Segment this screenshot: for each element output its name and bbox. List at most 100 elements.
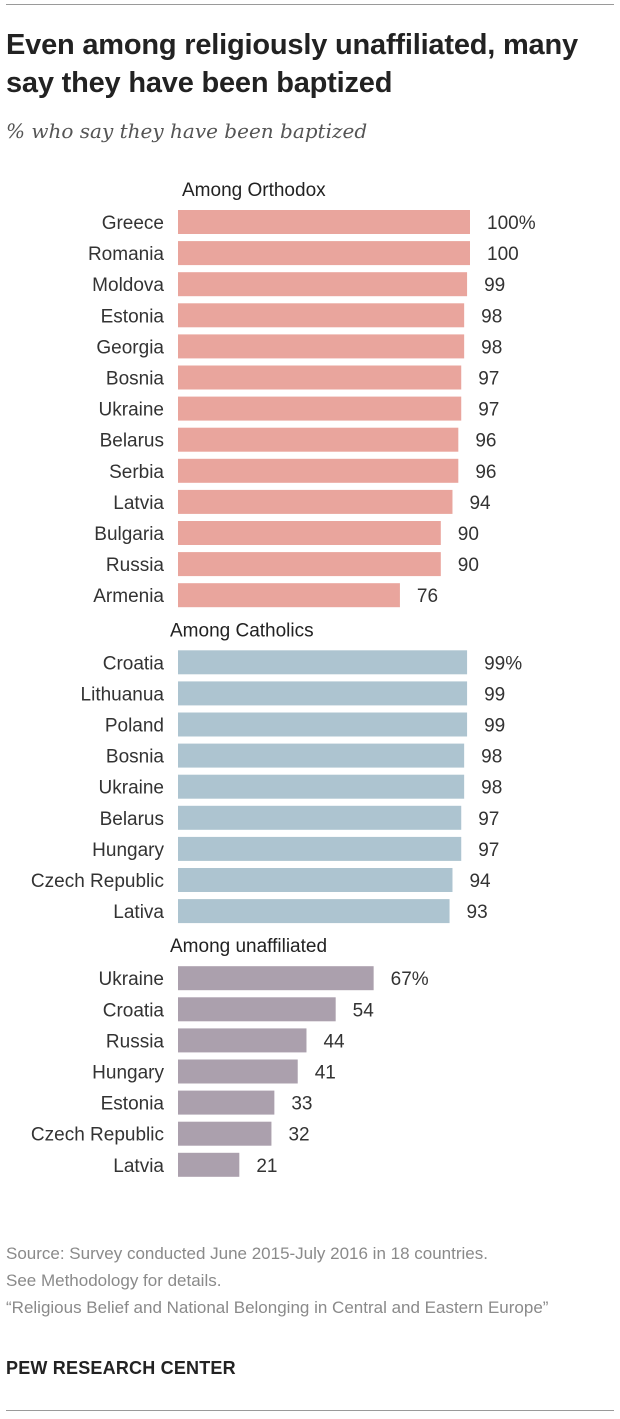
category-label: Czech Republic: [31, 1125, 164, 1146]
value-label: 94: [469, 871, 491, 892]
bar: [178, 805, 462, 830]
value-label: 32: [288, 1125, 309, 1146]
category-label: Estonia: [101, 1094, 165, 1115]
category-label: Moldova: [92, 275, 164, 296]
category-label: Estonia: [101, 306, 165, 327]
category-label: Czech Republic: [31, 871, 164, 892]
bar: [178, 966, 374, 991]
category-label: Latvia: [113, 493, 164, 514]
category-label: Ukraine: [99, 778, 164, 799]
group-title: Among unaffiliated: [170, 936, 327, 957]
value-label: 97: [478, 400, 499, 421]
value-label: 97: [478, 369, 499, 390]
group-title: Among Catholics: [170, 620, 314, 641]
bar: [178, 396, 462, 421]
bar: [178, 774, 465, 799]
category-label: Georgia: [96, 337, 164, 358]
value-label: 44: [323, 1031, 345, 1052]
bar: [178, 272, 468, 297]
value-label: 21: [256, 1156, 277, 1177]
source-note: Source: Survey conducted June 2015-July …: [6, 1244, 488, 1263]
value-label: 41: [315, 1063, 336, 1084]
category-label: Ukraine: [99, 400, 164, 421]
bar: [178, 303, 465, 328]
chart-title: Even among religiously unaffiliated, man…: [6, 29, 578, 99]
category-label: Greece: [102, 213, 164, 234]
category-label: Armenia: [93, 586, 164, 607]
bar: [178, 743, 465, 768]
value-label: 54: [353, 1000, 375, 1021]
value-label: 99%: [484, 653, 522, 674]
category-label: Bosnia: [106, 747, 165, 768]
value-label: 33: [291, 1094, 312, 1115]
bar: [178, 712, 468, 737]
category-label: Bulgaria: [94, 524, 164, 545]
category-label: Hungary: [92, 1063, 164, 1084]
value-label: 90: [458, 524, 479, 545]
value-label: 76: [417, 586, 438, 607]
bar-chart: Among Orthodox Greece 100% Romania 100 Moldov…: [31, 180, 536, 1177]
value-label: 67%: [391, 969, 429, 990]
bar: [178, 1152, 240, 1177]
report-title: “Religious Belief and National Belonging…: [6, 1298, 549, 1317]
category-label: Serbia: [109, 462, 164, 483]
group-title: Among Orthodox: [182, 180, 326, 201]
category-label: Russia: [106, 1031, 165, 1052]
category-label: Belarus: [100, 431, 164, 452]
category-label: Latvia: [113, 1156, 164, 1177]
footer: Source: Survey conducted June 2015-July …: [6, 1240, 606, 1321]
bar: [178, 650, 468, 675]
bar: [178, 1090, 275, 1115]
brand-logo-text: PEW RESEARCH CENTER: [6, 1358, 236, 1378]
category-label: Bosnia: [106, 369, 165, 390]
bar: [178, 458, 459, 483]
value-label: 99: [484, 684, 505, 705]
bar: [178, 899, 450, 924]
bar: [178, 836, 462, 861]
value-label: 96: [475, 462, 496, 483]
value-label: 98: [481, 337, 502, 358]
bar: [178, 241, 470, 266]
bar: [178, 427, 459, 452]
value-label: 93: [467, 902, 488, 923]
bar: [178, 583, 400, 608]
value-label: 99: [484, 275, 505, 296]
value-label: 97: [478, 809, 499, 830]
value-label: 90: [458, 555, 479, 576]
value-label: 97: [478, 840, 499, 861]
bar: [178, 1121, 272, 1146]
bar: [178, 868, 453, 892]
bar: [178, 365, 462, 390]
top-rule: [6, 4, 614, 5]
category-label: Croatia: [103, 1000, 165, 1021]
category-label: Romania: [88, 244, 164, 265]
bar: [178, 521, 441, 545]
value-label: 94: [469, 493, 491, 514]
category-label: Hungary: [92, 840, 164, 861]
bar: [178, 681, 468, 706]
methodology-note: See Methodology for details.: [6, 1271, 222, 1290]
bar: [178, 1028, 307, 1053]
category-label: Russia: [106, 555, 165, 576]
bottom-rule: [6, 1410, 614, 1411]
category-label: Belarus: [100, 809, 164, 830]
bar: [178, 334, 465, 359]
category-label: Ukraine: [99, 969, 164, 990]
bar: [178, 489, 453, 514]
value-label: 96: [475, 431, 496, 452]
category-label: Lithuanua: [81, 684, 165, 705]
category-label: Croatia: [103, 653, 165, 674]
bar: [178, 210, 470, 234]
chart-subtitle: % who say they have been baptized: [6, 119, 368, 143]
value-label: 98: [481, 747, 502, 768]
bar: [178, 997, 336, 1022]
category-label: Lativa: [113, 902, 164, 923]
value-label: 99: [484, 716, 505, 737]
value-label: 98: [481, 778, 502, 799]
value-label: 100%: [487, 213, 536, 234]
value-label: 100: [487, 244, 519, 265]
bar: [178, 1059, 298, 1084]
value-label: 98: [481, 306, 502, 327]
bar: [178, 552, 441, 577]
category-label: Poland: [105, 716, 164, 737]
